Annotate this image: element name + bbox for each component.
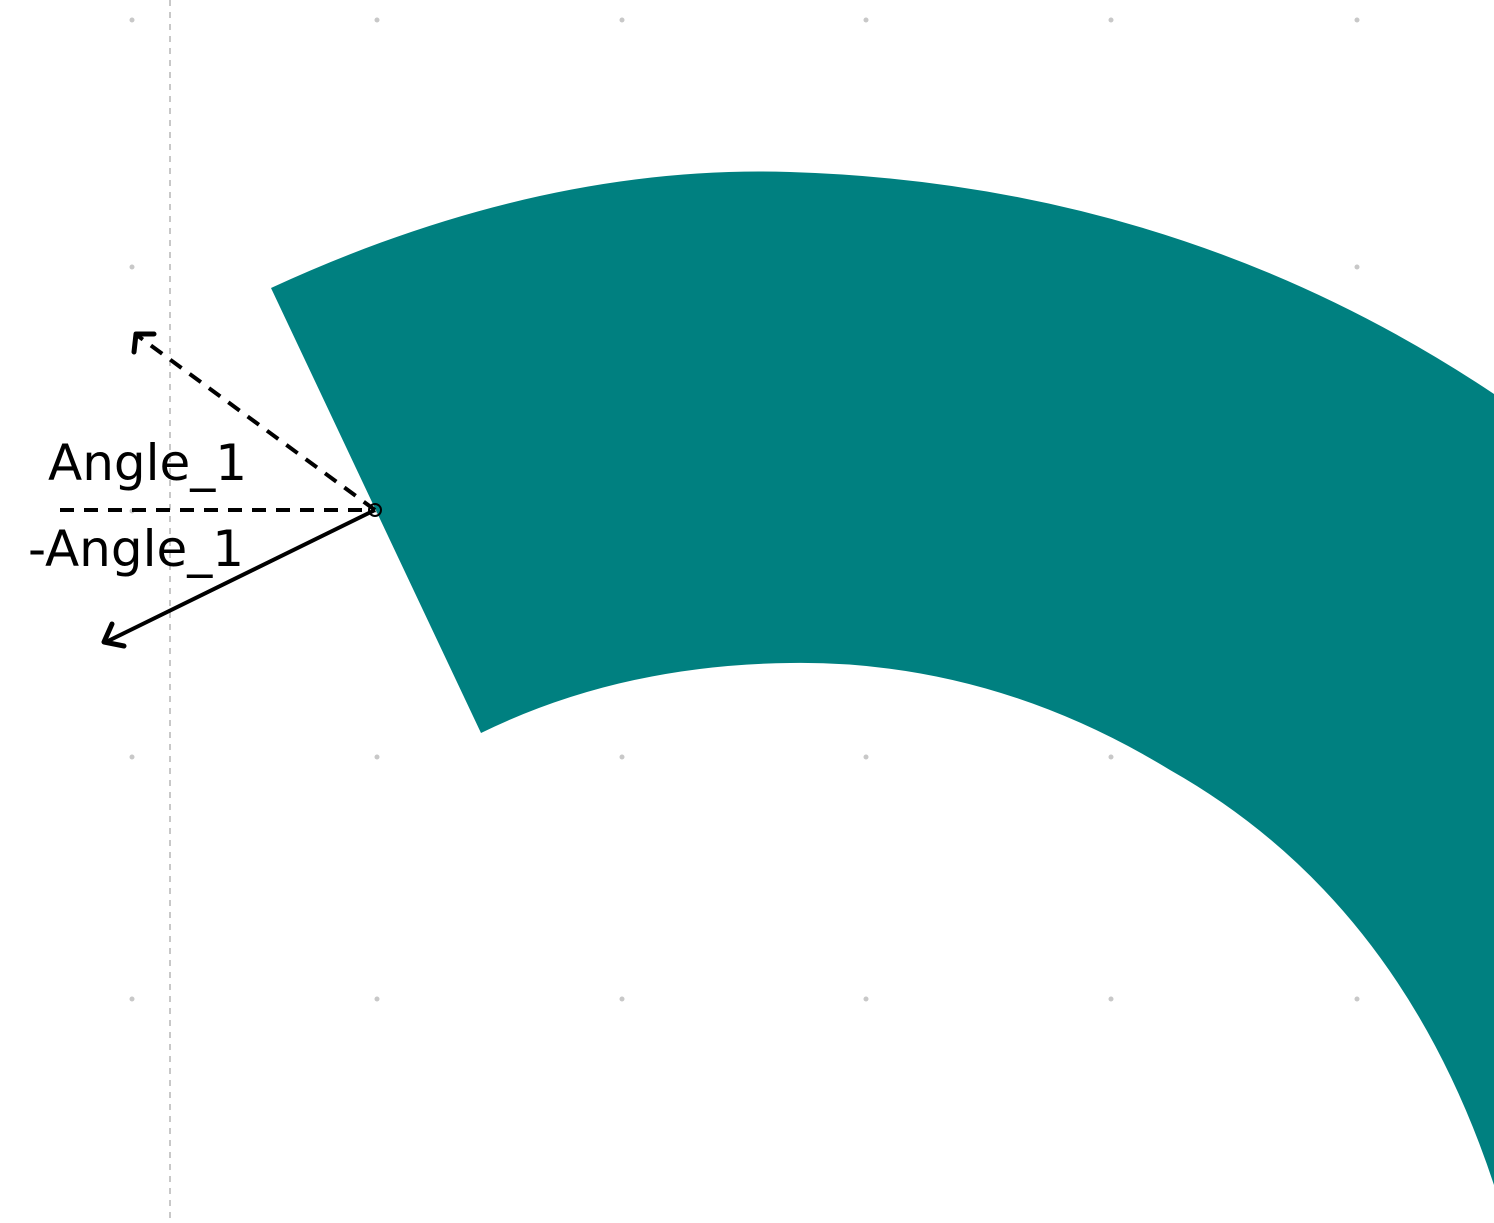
grid-dot [129, 264, 135, 270]
grid-dot [863, 17, 869, 23]
grid-dot [1108, 996, 1114, 1002]
positive-angle-arrowhead [131, 331, 157, 355]
grid-dot [129, 17, 135, 23]
grid-dot [1108, 17, 1114, 23]
vertex-origin-marker [368, 503, 382, 517]
grid-dot [1354, 264, 1360, 270]
arc-band-shape[interactable] [271, 171, 1494, 1186]
angle-positive-label: Angle_1 [48, 434, 247, 492]
grid-dot [619, 754, 625, 760]
grid-dot [374, 996, 380, 1002]
grid-dot [1108, 754, 1114, 760]
grid-dot [863, 754, 869, 760]
grid-dot [619, 17, 625, 23]
angle-negative-label: -Angle_1 [28, 520, 244, 578]
grid-dot [374, 754, 380, 760]
positive-angle-arrow-line [136, 334, 377, 512]
grid-dot [1354, 17, 1360, 23]
grid-dot [129, 754, 135, 760]
grid-dot [863, 996, 869, 1002]
negative-angle-arrow-line [105, 508, 376, 644]
grid-dot [129, 996, 135, 1002]
grid-dot [374, 17, 380, 23]
grid-dot [1354, 996, 1360, 1002]
grid-dot [619, 996, 625, 1002]
negative-angle-arrowhead [101, 621, 127, 649]
